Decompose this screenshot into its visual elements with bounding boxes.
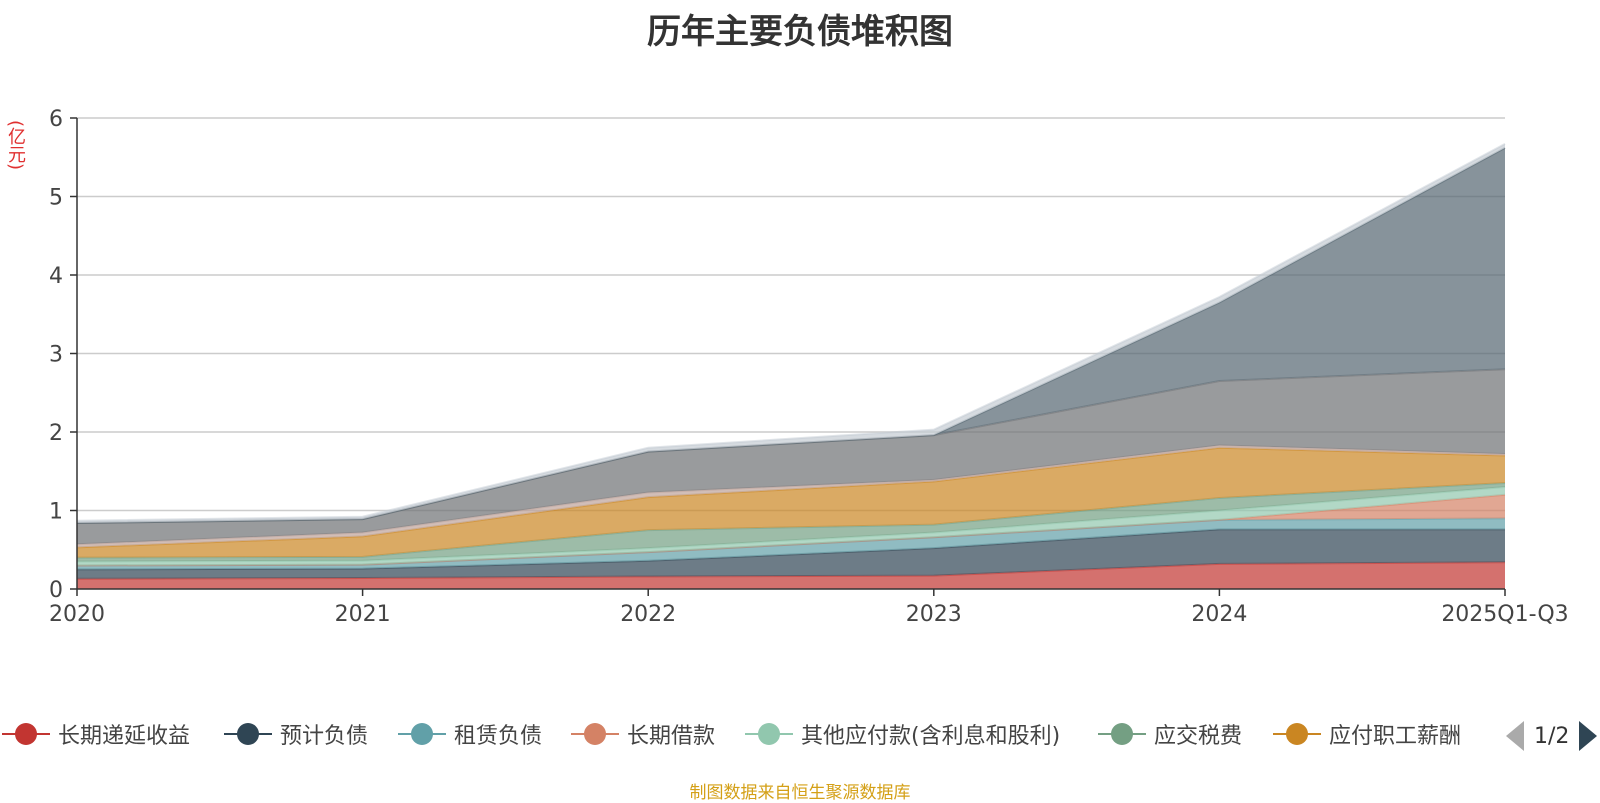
legend-item[interactable]: 长期借款 [571, 716, 715, 752]
legend-item[interactable]: 预计负债 [224, 716, 368, 752]
legend-swatch-icon [1098, 719, 1146, 749]
area-series-line-4 [76, 493, 1506, 567]
legend-label: 长期借款 [627, 724, 716, 749]
legend-swatch-icon [1273, 719, 1321, 749]
legend-prev-page-icon[interactable] [1506, 721, 1524, 751]
area-series [76, 143, 1506, 589]
x-tick-label: 2025Q1-Q3 [1441, 602, 1568, 627]
legend-item[interactable]: 应付职工薪酬 [1273, 716, 1461, 752]
legend-next-page-icon[interactable] [1579, 721, 1598, 751]
legend-swatch-icon [2, 719, 50, 749]
axes: 0 1 2 3 4 5 6 2020 2021 2022 2023 2024 2025Q1-Q3 [49, 107, 1569, 627]
legend-label: 租赁负债 [454, 724, 543, 749]
y-tick-label: 5 [49, 186, 63, 211]
y-tick-label: 3 [49, 343, 63, 368]
source-note: 制图数据来自恒生聚源数据库 [689, 783, 911, 803]
x-tick-label: 2023 [906, 602, 962, 627]
legend-page-indicator: 1/2 [1534, 723, 1570, 749]
area-series-1[interactable] [77, 562, 1505, 589]
y-axis-unit-label: (亿元) [5, 120, 26, 171]
legend-swatch-icon [398, 719, 446, 749]
legend-pager: 1/2 [1500, 718, 1600, 754]
legend-item[interactable]: 其他应付款(含利息和股利) [745, 716, 1060, 752]
chart-title: 历年主要负债堆积图 [647, 12, 953, 52]
legend-swatch-icon [571, 719, 619, 749]
x-tick-label: 2024 [1191, 602, 1247, 627]
y-tick-label: 6 [49, 107, 63, 132]
y-tick-label: 2 [49, 421, 63, 446]
legend-label: 应交税费 [1154, 724, 1243, 749]
legend: 长期递延收益 预计负债 租赁负债 长期借款 其他应付款(含利息和股利) 应交税费 应付职工薪… [0, 716, 1500, 752]
legend-label: 其他应付款(含利息和股利) [801, 724, 1061, 749]
y-tick-label: 1 [49, 500, 63, 525]
x-tick-label: 2020 [49, 602, 105, 627]
x-tick-label: 2021 [335, 602, 391, 627]
area-series-3[interactable] [77, 518, 1505, 570]
area-series-10[interactable] [77, 147, 1505, 524]
area-series-line-5 [76, 485, 1506, 563]
legend-label: 应付职工薪酬 [1329, 724, 1462, 749]
legend-swatch-icon [745, 719, 793, 749]
legend-label: 长期递延收益 [58, 724, 191, 749]
area-series-2[interactable] [77, 529, 1505, 579]
legend-label: 预计负债 [280, 724, 369, 749]
area-series-line-11 [76, 143, 1506, 522]
y-tick-label: 4 [49, 264, 63, 289]
legend-item[interactable]: 应交税费 [1098, 716, 1242, 752]
legend-item[interactable]: 长期递延收益 [2, 716, 190, 752]
y-tick-label: 0 [49, 578, 63, 603]
stacked-area-chart: 0 1 2 3 4 5 6 2020 2021 2022 2023 2024 2025Q1-Q3 [49, 107, 1569, 627]
area-series-7[interactable] [77, 447, 1505, 558]
legend-swatch-icon [224, 719, 272, 749]
legend-item[interactable]: 租赁负债 [398, 716, 542, 752]
area-series-9[interactable] [77, 369, 1505, 545]
x-tick-label: 2022 [620, 602, 676, 627]
